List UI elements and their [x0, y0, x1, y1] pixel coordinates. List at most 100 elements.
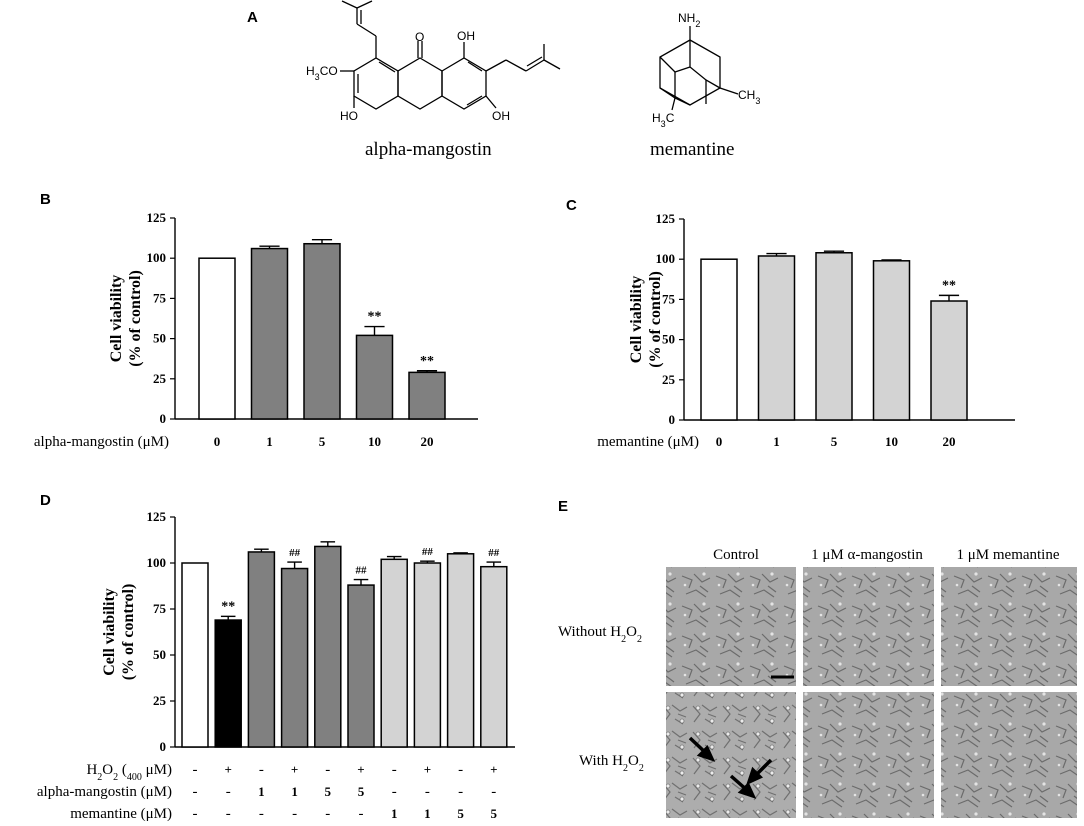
- condition-value: -: [325, 762, 330, 778]
- bar: [181, 562, 209, 748]
- condition-value: 1: [391, 806, 398, 821]
- condition-value: 1: [291, 784, 298, 799]
- column-label-memantine: 1 μM memantine: [956, 547, 1059, 563]
- significance-label: ##: [422, 546, 434, 558]
- category-label: 10: [368, 434, 381, 449]
- compound-name-memantine: memantine: [650, 139, 734, 160]
- significance-label: **: [221, 599, 235, 614]
- micrograph-memantine-without: [941, 567, 1077, 686]
- atom-h3c: H3C: [652, 111, 675, 129]
- condition-value: -: [193, 784, 198, 800]
- condition-value: 5: [358, 784, 365, 799]
- bar: [303, 242, 341, 420]
- bar: [872, 260, 911, 421]
- bar: [413, 562, 442, 748]
- atom-oh-top: OH: [457, 29, 475, 43]
- condition-value: -: [325, 806, 330, 822]
- condition-label: H2O2 (400 μM): [86, 762, 172, 783]
- condition-value: -: [392, 784, 397, 800]
- micrograph-mangostin-with: [803, 692, 934, 818]
- bar: [314, 545, 342, 748]
- y-tick-label: 25: [662, 372, 676, 387]
- alpha-mangostin-structure: [340, 0, 561, 110]
- bar: [446, 553, 475, 748]
- y-tick-label: 25: [153, 693, 167, 708]
- condition-value: -: [458, 784, 463, 800]
- condition-value: -: [458, 762, 463, 778]
- y-axis-label: Cell viability (% of control): [628, 271, 664, 368]
- column-label-control: Control: [713, 547, 759, 563]
- condition-value: 1: [424, 806, 431, 821]
- y-tick-label: 75: [153, 601, 167, 616]
- x-axis-label: memantine (μM): [597, 434, 699, 450]
- bar: [250, 247, 289, 420]
- y-tick-label: 50: [662, 332, 675, 347]
- y-tick-label: 75: [662, 291, 676, 306]
- chart-d: 0 25 50 75 100 125 Cell viability (% of control…: [37, 509, 515, 822]
- bar: [408, 371, 446, 420]
- column-label-alpha-mangostin: 1 μM α-mangostin: [811, 547, 923, 563]
- panel-label-c: C: [566, 197, 577, 214]
- y-tick-label: 25: [153, 371, 167, 386]
- condition-value: 5: [457, 806, 464, 821]
- row-label-without-h2o2: Without H2O2: [558, 624, 642, 645]
- condition-label: alpha-mangostin (μM): [37, 784, 172, 800]
- panel-label-b: B: [40, 191, 51, 208]
- y-tick-label: 0: [160, 739, 167, 754]
- bar: [930, 300, 968, 421]
- significance-label: **: [942, 278, 956, 293]
- y-tick-label: 0: [669, 412, 676, 427]
- bar: [757, 255, 796, 421]
- bar: [480, 565, 508, 748]
- condition-value: +: [291, 762, 298, 777]
- bar: [815, 252, 853, 421]
- y-axis-label: Cell viability (% of control): [101, 584, 137, 681]
- bar: [700, 258, 738, 421]
- atom-h3co: H3CO: [306, 64, 338, 82]
- category-label: 1: [266, 434, 273, 449]
- micrograph-grid: Control 1 μM α-mangostin 1 μM memantine …: [558, 547, 1077, 818]
- condition-value: -: [392, 762, 397, 778]
- category-label: 0: [716, 434, 723, 449]
- arrow-markers: [688, 736, 773, 799]
- atom-ch3: CH3: [738, 88, 760, 106]
- memantine-atoms: NH2 CH3 H3C: [652, 11, 760, 129]
- condition-value: 5: [325, 784, 332, 799]
- condition-value: -: [259, 762, 264, 778]
- bar: [355, 334, 394, 420]
- memantine-structure: [659, 26, 739, 111]
- panel-label-e: E: [558, 498, 568, 515]
- y-tick-label: 50: [153, 647, 166, 662]
- y-tick-label: 125: [147, 509, 167, 524]
- bar: [380, 558, 408, 748]
- condition-value: -: [425, 784, 430, 800]
- atom-o: O: [415, 30, 424, 44]
- bar: [198, 257, 236, 420]
- significance-label: **: [368, 310, 382, 325]
- micrograph-memantine-with: [941, 692, 1077, 818]
- y-tick-label: 100: [147, 250, 167, 265]
- significance-label: ##: [289, 547, 301, 559]
- bar: [347, 584, 375, 748]
- significance-label: **: [420, 354, 434, 369]
- bar: [247, 551, 276, 748]
- condition-label: memantine (μM): [70, 806, 172, 822]
- condition-value: -: [193, 806, 198, 822]
- significance-label: ##: [356, 565, 368, 577]
- category-label: 20: [943, 434, 956, 449]
- atom-ho: HO: [340, 109, 358, 123]
- condition-value: 5: [491, 806, 498, 821]
- condition-value: -: [193, 762, 198, 778]
- y-tick-label: 125: [147, 210, 167, 225]
- significance-label: ##: [488, 547, 500, 559]
- condition-value: -: [226, 806, 231, 822]
- y-tick-label: 75: [153, 290, 167, 305]
- y-axis-label: Cell viability (% of control): [108, 270, 144, 367]
- atom-oh-bottom: OH: [492, 109, 510, 123]
- y-tick-label: 0: [160, 411, 167, 426]
- category-label: 20: [421, 434, 434, 449]
- bar: [214, 619, 242, 748]
- condition-value: -: [292, 806, 297, 822]
- y-tick-label: 50: [153, 331, 166, 346]
